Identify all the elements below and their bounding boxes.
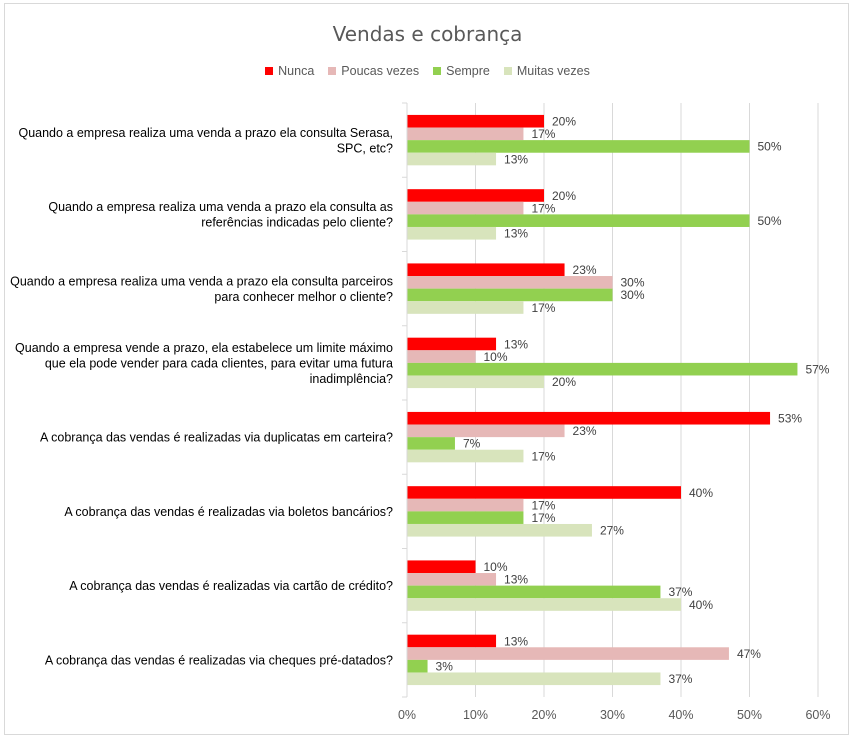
bar [407, 424, 565, 438]
x-tick-label: 40% [668, 708, 693, 722]
category-label: Quando a empresa vende a prazo, ela esta… [15, 341, 393, 355]
bar [407, 659, 428, 673]
bar [407, 523, 592, 537]
chart-title: Vendas e cobrança [332, 22, 523, 46]
data-label: 40% [689, 486, 713, 500]
bar [407, 350, 476, 363]
legend-label: Muitas vezes [516, 64, 590, 78]
bar [407, 672, 661, 686]
bar [407, 127, 524, 141]
data-label: 40% [689, 598, 713, 612]
data-label: 47% [737, 647, 761, 661]
data-label: 13% [504, 634, 528, 648]
bar [407, 498, 524, 512]
data-label: 20% [552, 115, 576, 129]
legend-label: Sempre [446, 64, 490, 78]
data-label: 37% [668, 585, 692, 599]
x-tick-label: 30% [600, 708, 625, 722]
bar [407, 214, 750, 227]
bar [407, 337, 497, 351]
legend-swatch [503, 67, 512, 75]
x-tick-label: 20% [531, 708, 556, 722]
data-label: 17% [531, 498, 555, 512]
data-label: 10% [484, 560, 508, 574]
legend-label: Nunca [278, 64, 315, 78]
x-tick-label: 60% [805, 708, 830, 722]
category-label: Quando a empresa realiza uma venda a pra… [10, 274, 393, 288]
bar [407, 189, 544, 202]
x-tick-label: 10% [463, 708, 488, 722]
legend-item: Nunca [265, 64, 314, 78]
category-label: Quando a empresa realiza uma venda a pra… [48, 200, 393, 214]
bar [407, 114, 544, 128]
legend-item: Muitas vezes [503, 64, 590, 78]
bar [407, 226, 497, 240]
category-label: para conhecer melhor o cliente? [214, 290, 393, 304]
data-label: 17% [531, 127, 555, 141]
bar [407, 560, 476, 574]
category-label: inadimplência? [310, 372, 393, 386]
data-label: 17% [531, 511, 555, 525]
data-label: 13% [504, 227, 528, 241]
bar [407, 362, 798, 376]
data-label: 50% [758, 214, 782, 228]
data-label: 53% [778, 412, 802, 426]
data-label: 50% [758, 140, 782, 154]
bar [407, 263, 565, 277]
data-label: 57% [805, 362, 829, 376]
data-label: 10% [484, 350, 508, 364]
bar [407, 486, 681, 499]
bar [407, 598, 681, 611]
data-label: 20% [552, 375, 576, 389]
data-label: 13% [504, 337, 528, 351]
data-label: 17% [531, 301, 555, 315]
legend: Nunca Poucas vezes Sempre Muitas vezes [0, 64, 855, 78]
category-label: A cobrança das vendas é realizadas via c… [45, 653, 393, 667]
data-label: 13% [504, 152, 528, 166]
bar [407, 201, 524, 215]
data-label: 30% [621, 276, 645, 290]
data-label: 3% [436, 659, 454, 673]
legend-swatch [433, 67, 442, 75]
bar [407, 375, 544, 389]
data-label: 17% [531, 449, 555, 463]
bar [407, 288, 613, 302]
bar [407, 573, 497, 586]
data-label: 23% [573, 263, 597, 277]
legend-item: Poucas vezes [328, 64, 419, 78]
data-label: 7% [463, 437, 481, 451]
bar [407, 411, 771, 425]
x-tick-label: 50% [737, 708, 762, 722]
bar [407, 634, 497, 648]
bar [407, 301, 524, 314]
legend-swatch [328, 67, 337, 75]
bar [407, 437, 455, 450]
data-label: 13% [504, 573, 528, 587]
data-label: 27% [600, 524, 624, 538]
x-tick-label: 0% [398, 708, 416, 722]
data-label: 37% [668, 672, 692, 686]
legend-swatch [265, 67, 274, 75]
bar [407, 449, 524, 463]
data-label: 20% [552, 189, 576, 203]
data-label: 17% [531, 201, 555, 215]
data-label: 23% [573, 424, 597, 438]
category-label: Quando a empresa realiza uma venda a pra… [18, 126, 393, 140]
category-label: que ela pode vender para cada clientes, … [45, 356, 393, 370]
bar [407, 585, 661, 599]
bar [407, 511, 524, 524]
data-label: 30% [621, 288, 645, 302]
bar [407, 276, 613, 289]
category-label: A cobrança das vendas é realizadas via d… [40, 431, 393, 445]
legend-item: Sempre [433, 64, 490, 78]
bar [407, 140, 750, 153]
legend-label: Poucas vezes [341, 64, 420, 78]
category-label: A cobrança das vendas é realizadas via b… [64, 505, 393, 519]
category-label: A cobrança das vendas é realizadas via c… [69, 579, 393, 593]
bar [407, 152, 497, 166]
category-label: referências indicadas pelo cliente? [201, 216, 393, 230]
bar [407, 647, 729, 660]
category-label: SPC, etc? [337, 141, 393, 155]
